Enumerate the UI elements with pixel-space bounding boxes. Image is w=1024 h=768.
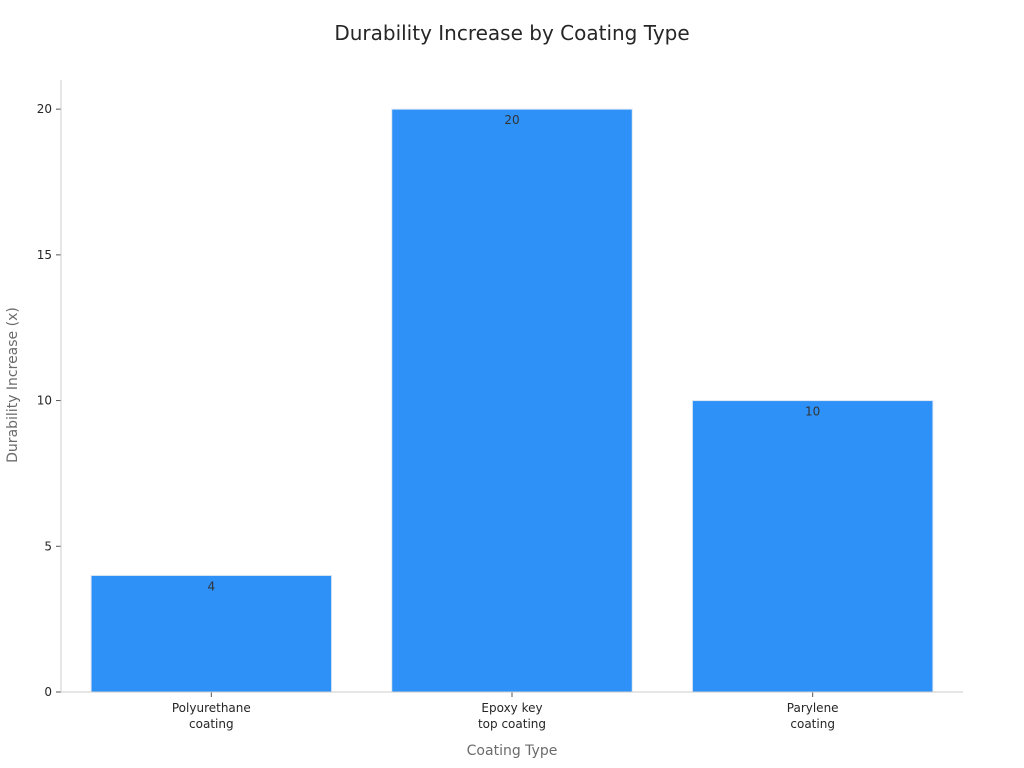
y-axis-label: Durability Increase (x): [5, 307, 21, 463]
x-tick-label: Polyurethane coating: [172, 701, 251, 731]
bar: [691, 400, 934, 693]
y-tick-label: 0: [44, 685, 52, 699]
y-tick-label: 5: [44, 539, 52, 553]
x-tick-label: Parylene coating: [787, 701, 839, 731]
x-tick-label-line: Polyurethane: [172, 701, 251, 715]
bar: [391, 108, 633, 693]
y-tick-label: 20: [37, 102, 52, 116]
y-axis-ticks: 0 5 10 15 20: [37, 102, 61, 699]
x-tick-label: Epoxy key top coating: [478, 701, 546, 731]
bar: [90, 574, 333, 693]
y-tick-label: 10: [37, 394, 52, 408]
plot-area: 4 20 10: [90, 108, 934, 693]
bar-value-label: 20: [504, 113, 519, 127]
x-tick-label-line: Parylene: [787, 701, 839, 715]
y-tick-label: 15: [37, 248, 52, 262]
bar-value-label: 10: [805, 405, 820, 419]
x-tick-label-line: coating: [790, 717, 835, 731]
x-axis-ticks: Polyurethane coating Epoxy key top coating P…: [172, 692, 839, 731]
chart-title: Durability Increase by Coating Type: [334, 21, 689, 45]
bar-value-label: 4: [208, 579, 216, 593]
x-tick-label-line: coating: [189, 717, 234, 731]
x-tick-label-line: Epoxy key: [481, 701, 542, 715]
x-tick-label-line: top coating: [478, 717, 546, 731]
x-axis-label: Coating Type: [467, 743, 558, 759]
